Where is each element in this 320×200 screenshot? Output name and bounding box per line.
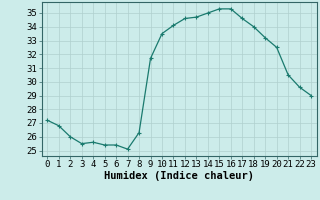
X-axis label: Humidex (Indice chaleur): Humidex (Indice chaleur) — [104, 171, 254, 181]
